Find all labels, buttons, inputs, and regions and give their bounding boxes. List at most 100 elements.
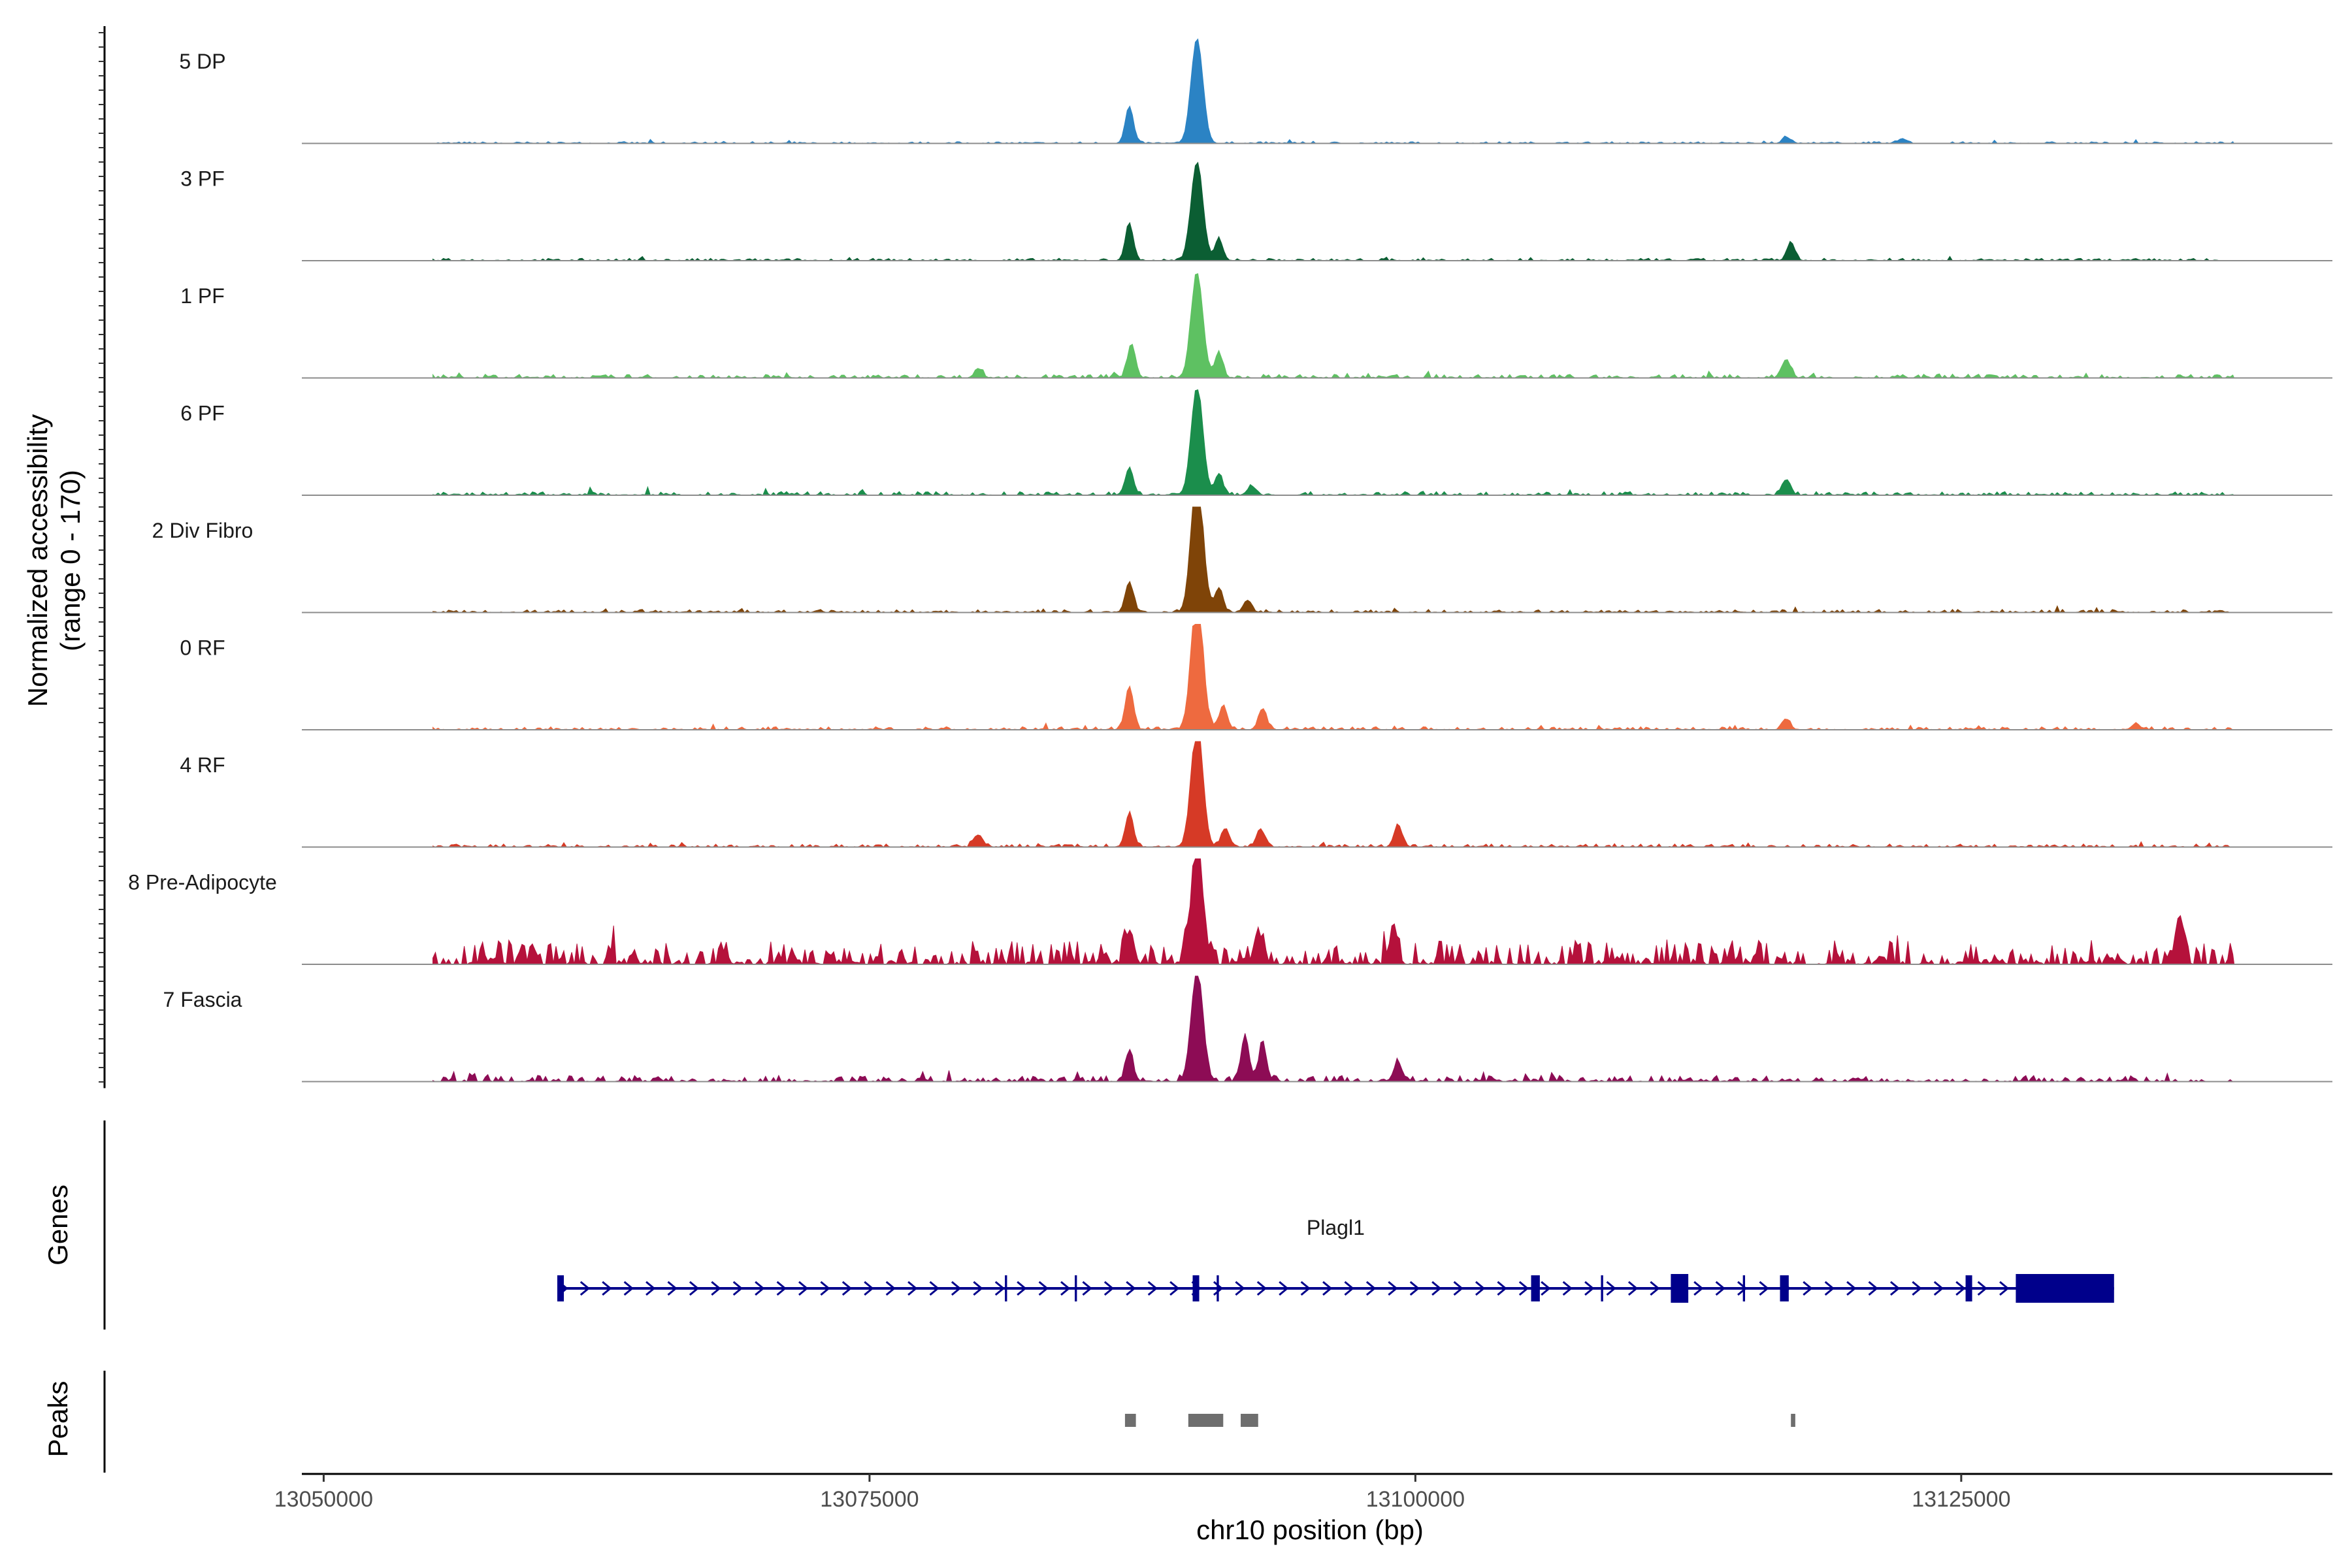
coverage-area [433, 624, 2234, 730]
gene-exon [1601, 1275, 1603, 1301]
strand-arrow [1103, 1281, 1115, 1296]
gene-exon [1742, 1275, 1746, 1301]
strand-arrow [994, 1281, 1005, 1296]
track-label: 7 Fascia [163, 988, 242, 1011]
gene-exon [1671, 1274, 1689, 1303]
track-label: 8 Pre-Adipocyte [128, 871, 277, 894]
strand-arrow [1650, 1281, 1660, 1296]
strand-arrow [667, 1281, 678, 1296]
peak-region [1241, 1414, 1258, 1427]
gene-exon [1075, 1275, 1077, 1301]
gene-exon [2016, 1274, 2114, 1303]
strand-arrow [1060, 1281, 1071, 1296]
genes-panel: Plagl1 [103, 1120, 2114, 1330]
peak-region [1791, 1414, 1795, 1427]
strand-arrow [1475, 1281, 1486, 1296]
gene-exon [1965, 1275, 1972, 1301]
strand-arrow [1846, 1281, 1857, 1296]
track-8-pre-adipocyte: 8 Pre-Adipocyte [128, 858, 2332, 966]
strand-arrow [1388, 1281, 1398, 1296]
strand-arrow [1562, 1281, 1573, 1296]
strand-arrow [798, 1281, 809, 1296]
track-0-rf: 0 RF [180, 624, 2332, 730]
y-axis-range: (range 0 - 170) [55, 470, 86, 651]
strand-arrow [1737, 1281, 1748, 1296]
coverage-panel: 5 DP 3 PF 1 PF 6 PF 2 Div Fibro 0 RF 4 RF 8 Pre… [99, 26, 2332, 1088]
strand-arrow [1889, 1281, 1901, 1296]
strand-arrow [1256, 1281, 1267, 1296]
strand-arrow [602, 1281, 612, 1296]
strand-arrow [820, 1281, 830, 1296]
strand-arrow [1300, 1281, 1311, 1296]
strand-arrow [951, 1281, 962, 1296]
strand-arrow [1147, 1281, 1158, 1296]
strand-arrow [929, 1281, 939, 1296]
x-axis-title: chr10 position (bp) [1196, 1514, 1424, 1545]
strand-arrow [776, 1281, 787, 1296]
strand-arrow [1279, 1281, 1289, 1296]
coverage-area [433, 506, 2234, 613]
strand-arrow [1912, 1281, 1922, 1296]
x-tick-label: 13100000 [1366, 1487, 1465, 1512]
genes-panel-title: Genes [42, 1184, 73, 1266]
track-3-pf: 3 PF [180, 161, 2332, 261]
x-tick-label: 13125000 [1912, 1487, 2010, 1512]
peak-region [1188, 1414, 1224, 1427]
strand-arrow [1824, 1281, 1835, 1296]
x-axis: 13050000 13075000 13100000 13125000 [274, 1473, 2332, 1512]
coverage-area [433, 161, 2234, 261]
strand-arrow [1584, 1281, 1595, 1296]
gene-label: Plagl1 [1307, 1216, 1365, 1239]
strand-arrow [732, 1281, 743, 1296]
track-label: 4 RF [180, 753, 225, 777]
track-label: 5 DP [179, 50, 225, 73]
strand-arrow [645, 1281, 656, 1296]
strand-arrow [841, 1281, 853, 1296]
strand-arrow [1868, 1281, 1878, 1296]
x-tick-label: 13075000 [820, 1487, 919, 1512]
strand-arrow [1082, 1281, 1092, 1296]
strand-arrow [1453, 1281, 1463, 1296]
coverage-area [433, 741, 2234, 848]
strand-arrow [755, 1281, 765, 1296]
track-5-dp: 5 DP [179, 38, 2332, 144]
coverage-area [433, 975, 2234, 1083]
peaks-panel-title: Peaks [42, 1381, 73, 1458]
strand-arrow [623, 1281, 634, 1296]
strand-arrow [907, 1281, 918, 1296]
gene-exon [1780, 1275, 1789, 1301]
strand-arrow [1955, 1281, 1966, 1296]
strand-arrow [1235, 1281, 1245, 1296]
strand-arrow [1627, 1281, 1639, 1296]
strand-arrow [1759, 1281, 1769, 1296]
track-4-rf: 4 RF [180, 741, 2332, 848]
strand-arrow [885, 1281, 896, 1296]
strand-arrow [1606, 1281, 1616, 1296]
strand-arrow [711, 1281, 721, 1296]
strand-arrow [1518, 1281, 1529, 1296]
peak-region [1124, 1414, 1136, 1427]
coverage-area [433, 38, 2235, 144]
strand-arrow [1126, 1281, 1136, 1296]
track-6-pf: 6 PF [180, 389, 2332, 496]
strand-arrow [864, 1281, 874, 1296]
strand-arrow [1999, 1281, 2010, 1296]
gene-exon [1531, 1275, 1540, 1301]
strand-arrow [689, 1281, 700, 1296]
strand-arrow [1213, 1281, 1224, 1296]
strand-arrow [1038, 1281, 1049, 1296]
peaks-panel [103, 1371, 1795, 1473]
track-2-div-fibro: 2 Div Fibro [152, 506, 2332, 613]
strand-arrow [1017, 1281, 1027, 1296]
gene-exon [557, 1275, 564, 1301]
strand-arrow [580, 1281, 591, 1296]
strand-arrow [1322, 1281, 1333, 1296]
track-1-pf: 1 PF [180, 273, 2332, 379]
coverage-area [433, 858, 2235, 966]
strand-arrow [1803, 1281, 1813, 1296]
track-label: 6 PF [180, 402, 225, 425]
strand-arrow [1715, 1281, 1725, 1296]
strand-arrow [1693, 1281, 1704, 1296]
track-7-fascia: 7 Fascia [163, 975, 2332, 1083]
